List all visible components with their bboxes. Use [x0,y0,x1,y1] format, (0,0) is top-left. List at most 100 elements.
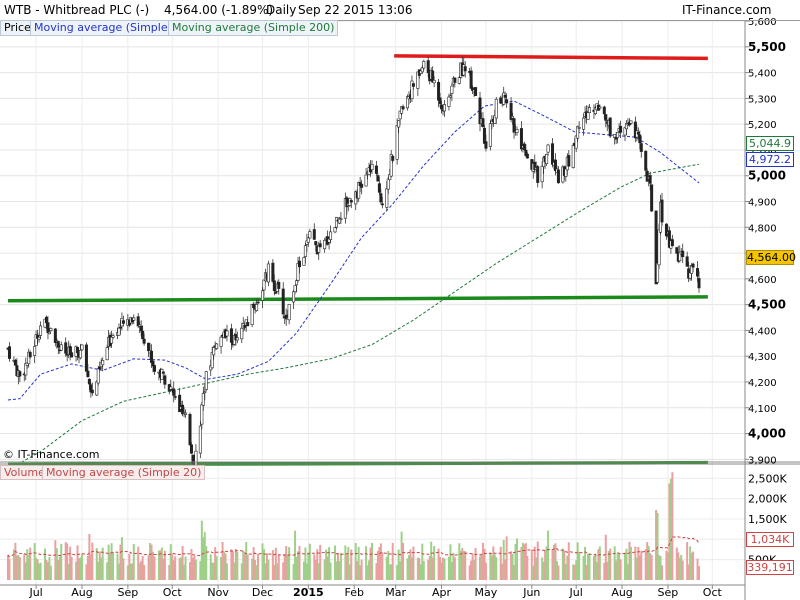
volume-bar [12,549,15,580]
volume-bar [609,548,612,580]
time-tick-label: Jul [28,586,42,599]
volume-bar [665,550,668,580]
ma200-line [7,163,700,471]
volume-bar [23,554,26,580]
volume-bar [220,557,223,580]
volume-bar [369,547,372,580]
legend-volume[interactable]: Volume [0,465,49,480]
time-tick-label: 2015 [293,586,324,599]
volume-bar [650,555,653,580]
candle-body [401,106,405,110]
volume-bar [214,547,217,580]
price-tick-label: 4,200 [748,378,777,389]
candle-body [469,70,473,89]
candle-body [281,288,285,315]
volume-bar [680,554,683,580]
candle-body [318,243,322,248]
volume-bar [64,542,67,580]
volume-bar [427,559,430,580]
volume-bar [329,562,332,580]
price-tick-label: 5,500 [748,40,786,54]
volume-bar [230,549,233,580]
legend-volume-ma[interactable]: Moving average (Simple 20) [42,465,206,480]
volume-bar [267,559,270,580]
volume-bar [202,537,205,580]
candle-body [323,240,327,250]
volume-bar [129,563,132,580]
volume-bar [416,557,419,580]
candle-body [266,263,270,283]
volume-bar [294,530,297,580]
copyright-note: © IT-Finance.com [3,448,100,461]
candle-body [588,107,592,114]
volume-bar [419,564,422,580]
candle-body [536,166,540,183]
volume-bar [39,562,42,580]
price-tick-label: 5,300 [748,94,777,105]
volume-bar [396,565,399,580]
volume-bar [292,564,295,580]
candle-body [576,126,580,139]
candle-body [96,368,100,384]
volume-bar [54,540,57,580]
candle-body [256,301,260,304]
volume-bar [619,559,622,580]
volume-bar [86,555,89,580]
candle-body [426,60,430,74]
volume-bar [634,546,637,580]
volume-bar [406,558,409,580]
time-tick-label: Dec [252,586,273,599]
volume-bar [168,565,171,580]
volume-bar [644,549,647,580]
price-tick-label: 4,900 [748,198,777,209]
price-tick-label: 4,100 [748,404,777,415]
candle-body [494,98,498,119]
volume-bar [242,550,245,580]
volume-bar [304,547,307,580]
volume-bar [365,546,368,580]
candle-body [118,326,122,329]
volume-bar [60,543,63,580]
candle-body [629,120,633,124]
time-tick-label: Sep [658,586,679,599]
candle-body [519,128,523,150]
volume-bar [313,554,316,580]
quote-value: 4,564.00 (-1.89%) [164,3,274,17]
volume-bar [356,561,359,580]
candle-body [484,141,488,149]
volume-tick-label: 1,500K [748,513,787,526]
volume-bar [483,548,486,580]
legend-ma200[interactable]: Moving average (Simple 200) [168,20,339,36]
legend-ma50[interactable]: Moving average (Simple 50) [30,20,194,36]
volume-bar [14,542,17,580]
volume-bar [162,558,165,580]
candle-body [664,223,668,237]
volume-bar [572,564,575,580]
volume-bar [283,554,286,580]
volume-bar [431,557,434,580]
volume-bar [180,557,183,580]
candle-body [656,262,660,283]
volume-bar [510,551,513,580]
price-tick-label: 5,600 [748,17,777,28]
candle-body [385,188,389,208]
candle-body [582,117,586,130]
candle-body [246,322,250,327]
candle-body [397,120,401,128]
candle-body [463,66,467,72]
candle-body [525,153,529,159]
volume-bar [149,543,152,580]
volume-bar [576,542,579,580]
candle-body [312,229,316,240]
volume-bar [344,545,347,580]
candle-body [380,203,384,206]
candle-body [121,320,125,324]
candle-body [395,125,399,160]
volume-bar [152,551,155,580]
volume-bar [557,565,560,580]
candle-body [46,322,50,333]
volume-bar [225,563,228,580]
candle-body [201,393,205,406]
candle-body [502,92,506,105]
candle-body [262,279,266,291]
